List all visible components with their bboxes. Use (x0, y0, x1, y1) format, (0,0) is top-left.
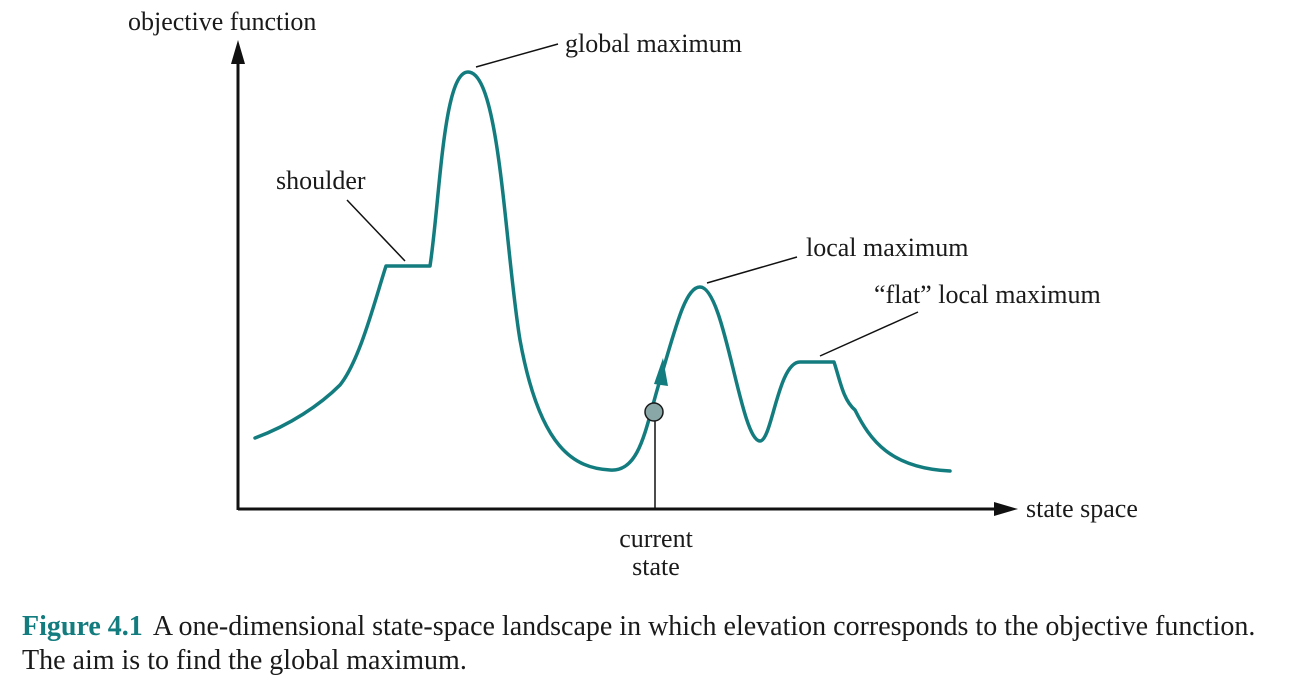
global-max-label: global maximum (565, 29, 742, 58)
local-max-leader (706, 256, 798, 284)
shoulder-leader (346, 199, 406, 262)
figure-caption: Figure 4.1 A one-dimensional state-space … (22, 610, 1272, 678)
state-space-diagram: objective function global maximum should… (128, 7, 1138, 581)
caption-figure-number: Figure 4.1 (22, 611, 143, 642)
current-state-label-line2: state (632, 552, 680, 581)
local-max-label: local maximum (806, 233, 968, 262)
y-axis-arrowhead (231, 40, 245, 64)
y-axis-label: objective function (128, 7, 316, 36)
x-axis-label: state space (1026, 494, 1138, 523)
current-state-marker (644, 402, 664, 422)
uphill-arrowhead (654, 358, 668, 386)
shoulder-label: shoulder (276, 166, 366, 195)
x-axis-arrowhead (994, 502, 1018, 516)
current-state-label-line1: current (619, 524, 693, 553)
global-max-leader (475, 43, 559, 68)
caption-text: A one-dimensional state-space landscape … (22, 611, 1256, 676)
flat-local-max-label: “flat” local maximum (874, 280, 1101, 309)
objective-curve (253, 70, 952, 473)
flat-local-max-leader (819, 311, 919, 357)
